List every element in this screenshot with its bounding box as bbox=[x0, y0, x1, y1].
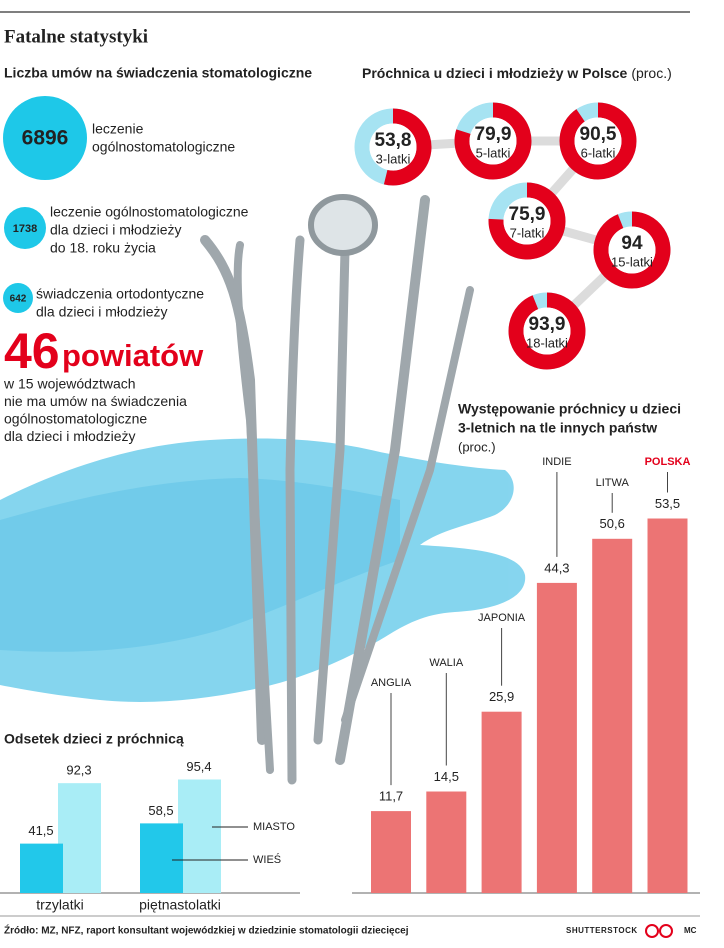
bubble-value: 6896 bbox=[22, 127, 69, 150]
bubble-text: do 18. roku życia bbox=[50, 240, 156, 256]
bubble bbox=[4, 207, 46, 249]
value-label: 41,5 bbox=[28, 823, 53, 838]
donut-arc bbox=[488, 182, 566, 260]
value-label: 92,3 bbox=[66, 763, 91, 778]
bubble-text: leczenie bbox=[92, 121, 144, 137]
value-label: 11,7 bbox=[379, 789, 403, 804]
donut-value: 94 bbox=[621, 233, 643, 254]
bar bbox=[178, 779, 221, 893]
donut-label: 3-latki bbox=[376, 151, 411, 166]
chart-title: Występowanie próchnicy u dzieci bbox=[458, 401, 681, 417]
section-title: Liczba umów na świadczenia stomatologicz… bbox=[4, 65, 312, 81]
chart-subtitle: (proc.) bbox=[631, 65, 671, 81]
source: Źródło: MZ, NFZ, raport konsultant wojew… bbox=[4, 924, 409, 937]
donut-value: 93,9 bbox=[529, 314, 566, 335]
highlight-text: nie ma umów na świadczenia bbox=[4, 393, 187, 409]
value-label: 44,3 bbox=[544, 560, 569, 575]
chart-title: Próchnica u dzieci i młodzieży w Polsce(… bbox=[362, 65, 672, 81]
bubble-text: dla dzieci i młodzieży bbox=[50, 222, 182, 238]
highlight-number: 46 bbox=[4, 323, 60, 379]
donut-label: 5-latki bbox=[476, 145, 511, 160]
bubble-text: ogólnostomatologiczne bbox=[92, 139, 235, 155]
copyright-icon bbox=[645, 924, 673, 938]
highlight-text: ogólnostomatologiczne bbox=[4, 411, 147, 427]
highlight-text: dla dzieci i młodzieży bbox=[4, 428, 136, 444]
legend-label: WIEŚ bbox=[253, 853, 281, 866]
chart-title: 3-letnich na tle innych państw bbox=[458, 420, 657, 436]
category-label: piętnastolatki bbox=[139, 897, 221, 913]
donut-hole bbox=[523, 307, 571, 355]
donut-label: 15-latki bbox=[611, 254, 653, 269]
bar bbox=[481, 711, 522, 893]
bubble-text: świadczenia ortodontyczne bbox=[36, 286, 204, 302]
chart-subtitle: (proc.) bbox=[458, 439, 496, 454]
chart-title: Próchnica u dzieci i młodzieży w Polsce bbox=[362, 65, 628, 81]
bar bbox=[58, 783, 101, 893]
category-label: trzylatki bbox=[36, 897, 83, 913]
bubble-text: leczenie ogólnostomatologiczne bbox=[50, 204, 249, 220]
value-label: 25,9 bbox=[489, 689, 514, 704]
value-label: 53,5 bbox=[655, 496, 680, 511]
page-title: Fatalne statystyki bbox=[4, 26, 148, 47]
value-label: 58,5 bbox=[148, 803, 173, 818]
category-label: ANGLIA bbox=[371, 677, 412, 689]
category-label: POLSKA bbox=[645, 456, 691, 468]
donut-hole bbox=[574, 117, 622, 165]
highlight-text: w 15 województwach bbox=[3, 376, 136, 392]
bar bbox=[647, 518, 688, 893]
bubble bbox=[3, 96, 87, 180]
donut-arc bbox=[454, 102, 532, 180]
donut-label: 6-latki bbox=[581, 145, 616, 160]
highlight-word: powiatów bbox=[62, 338, 204, 373]
photo-credit: SHUTTERSTOCK bbox=[566, 926, 638, 935]
donut-value: 79,9 bbox=[475, 124, 512, 145]
donut-arc bbox=[593, 211, 671, 289]
photo bbox=[0, 194, 526, 785]
donut-arc bbox=[508, 292, 586, 370]
donut-label: 7-latki bbox=[510, 225, 545, 240]
category-label: INDIE bbox=[542, 456, 571, 468]
bar bbox=[536, 582, 577, 893]
donut-value: 75,9 bbox=[509, 204, 546, 225]
bar bbox=[426, 791, 467, 893]
category-label: JAPONIA bbox=[478, 612, 526, 624]
donut-hole bbox=[469, 117, 517, 165]
donut-label: 18-latki bbox=[526, 335, 568, 350]
chart-title: Odsetek dzieci z próchnicą bbox=[4, 731, 184, 747]
donut-arc bbox=[559, 102, 637, 180]
bubble-value: 1738 bbox=[13, 223, 37, 235]
bar bbox=[592, 538, 633, 893]
bar bbox=[20, 843, 63, 893]
donut-arc bbox=[383, 108, 432, 186]
category-label: LITWA bbox=[596, 477, 630, 489]
author-credit: MC bbox=[684, 926, 697, 935]
donut-value: 90,5 bbox=[580, 124, 617, 145]
donut-hole bbox=[503, 197, 551, 245]
value-label: 14,5 bbox=[434, 769, 459, 784]
bubble-value: 642 bbox=[10, 294, 27, 305]
category-label: WALIA bbox=[429, 657, 463, 669]
donut-hole bbox=[369, 123, 417, 171]
bubble bbox=[3, 283, 33, 313]
bar bbox=[371, 811, 411, 893]
donut-value: 53,8 bbox=[375, 130, 412, 151]
value-label: 95,4 bbox=[186, 759, 211, 774]
bar bbox=[140, 823, 183, 893]
legend-label: MIASTO bbox=[253, 821, 295, 833]
value-label: 50,6 bbox=[600, 516, 625, 531]
bubble-text: dla dzieci i młodzieży bbox=[36, 304, 168, 320]
donut-hole bbox=[608, 226, 656, 274]
